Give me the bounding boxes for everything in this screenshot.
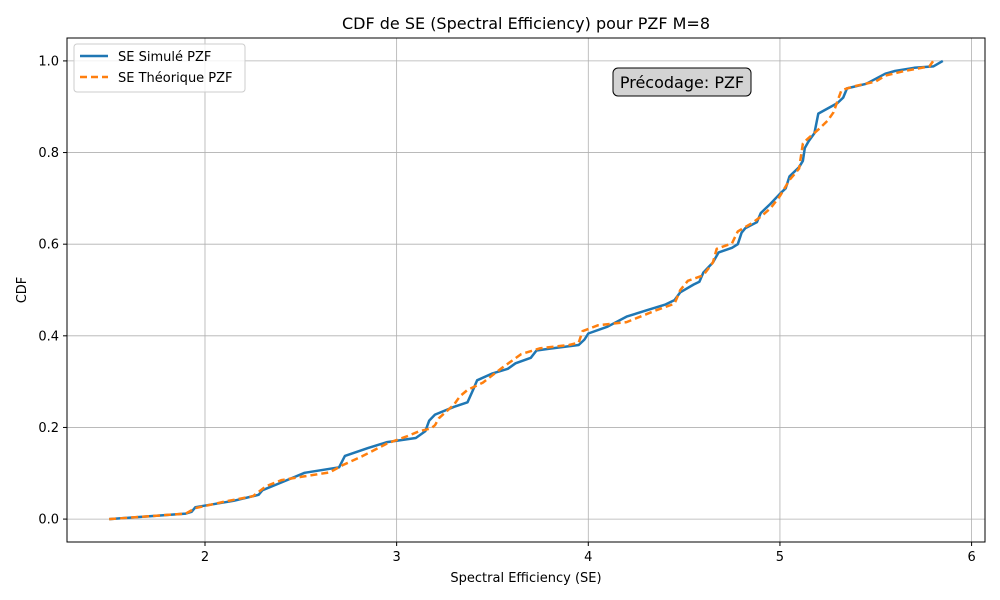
y-tick-label: 1.0	[38, 54, 59, 69]
x-tick-label: 6	[967, 550, 975, 565]
y-tick-label: 0.4	[38, 329, 59, 344]
series-line-0	[109, 59, 944, 521]
x-tick-label: 5	[776, 550, 784, 565]
annotation-frame	[612, 67, 752, 97]
chart-title: CDF de SE (Spectral Efficiency) pour PZF…	[342, 14, 710, 33]
plot-area	[67, 38, 985, 542]
legend-label-simule: SE Simulé PZF	[118, 50, 211, 65]
legend-box	[73, 43, 246, 93]
legend-label-theorique: SE Théorique PZF	[118, 71, 233, 86]
series-line-1	[109, 60, 935, 521]
annotation-box: Précodage: PZF	[612, 67, 752, 97]
annotation-text: Précodage: PZF	[620, 73, 744, 92]
x-tick-label: 4	[584, 550, 592, 565]
y-tick-label: 0.2	[38, 421, 59, 436]
legend: SE Simulé PZF SE Théorique PZF	[73, 43, 246, 93]
plot-frame	[66, 37, 986, 543]
series-lines	[109, 59, 944, 521]
y-tick-label: 0.6	[38, 238, 59, 253]
y-axis-label: CDF	[15, 277, 30, 304]
axis-ticks: 2 3 4 5 6 0.0 0.2 0.4 0.6 0.8 1.0	[38, 54, 975, 565]
grid-lines	[67, 38, 985, 542]
y-tick-label: 0.8	[38, 146, 59, 161]
x-tick-label: 2	[201, 550, 209, 565]
x-tick-label: 3	[392, 550, 400, 565]
y-tick-label: 0.0	[38, 513, 59, 528]
x-axis-label: Spectral Efficiency (SE)	[450, 571, 601, 586]
